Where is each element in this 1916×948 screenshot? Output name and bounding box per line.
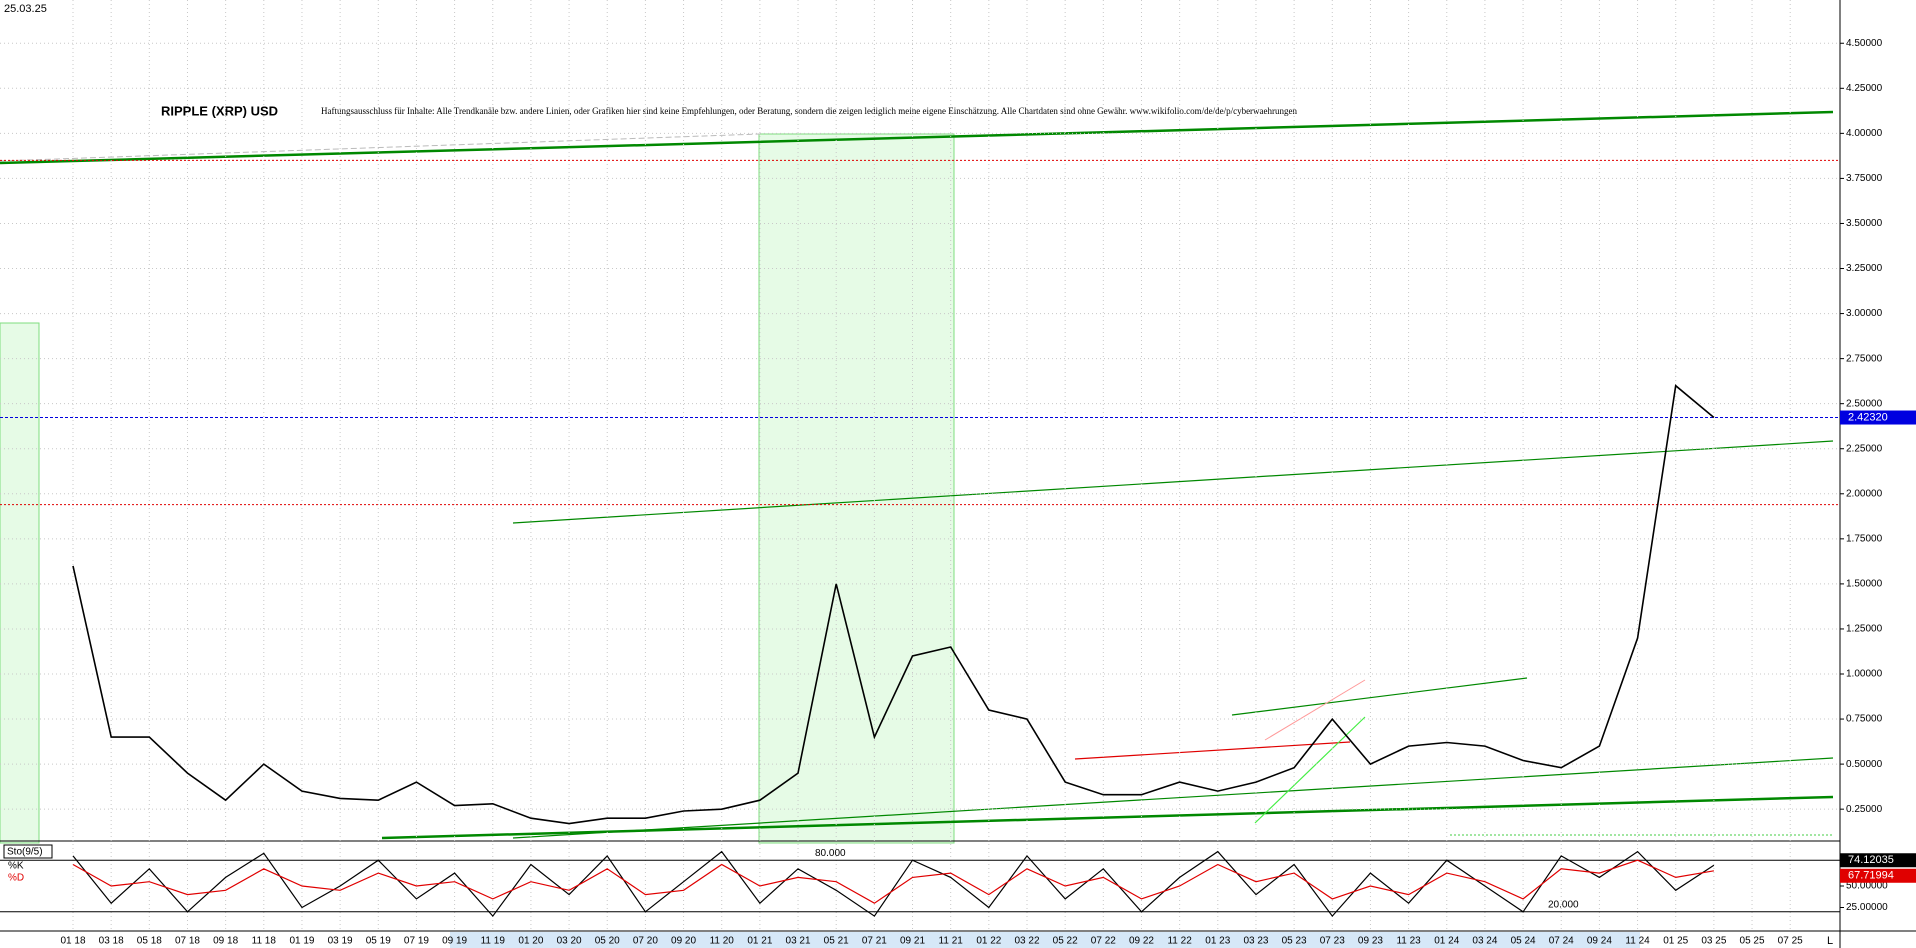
y-tick-label: 1.75000 (1846, 533, 1883, 544)
y-tick-label: 2.75000 (1846, 353, 1883, 364)
x-tick-label: 05 21 (824, 936, 849, 947)
x-tick-label: 03 25 (1701, 936, 1726, 947)
x-tick-label: 07 22 (1091, 936, 1116, 947)
trend-line (1254, 716, 1366, 824)
x-tick-label: 03 20 (557, 936, 582, 947)
x-tick-label: 07 18 (175, 936, 200, 947)
x-tick-label: 01 22 (976, 936, 1001, 947)
x-tick-label: 01 23 (1205, 936, 1230, 947)
y-tick-label: 2.25000 (1846, 443, 1883, 454)
date-label: 25.03.25 (4, 3, 47, 15)
x-tick-label: 11 23 (1396, 936, 1421, 947)
x-tick-label: 05 23 (1282, 936, 1307, 947)
value-label: 74.12035 (1848, 854, 1894, 866)
y-tick-label: 1.50000 (1846, 579, 1883, 590)
level-label: 20.000 (1548, 899, 1579, 910)
trend-line (1074, 741, 1351, 760)
x-tick-label: 05 25 (1740, 936, 1765, 947)
x-tick-label: 01 19 (289, 936, 314, 947)
data-line (72, 850, 1715, 918)
zone (758, 133, 955, 844)
data-line (72, 859, 1715, 904)
data-line (72, 384, 1715, 825)
x-tick-label: 05 20 (595, 936, 620, 947)
y-tick-label: 0.50000 (1846, 759, 1883, 770)
x-tick-label: 07 19 (404, 936, 429, 947)
x-tick-label: 11 22 (1167, 936, 1192, 947)
legend-entry: %D (8, 873, 24, 884)
trend-line (512, 757, 1834, 839)
x-tick-label: 09 20 (671, 936, 696, 947)
x-tick-label: 05 19 (366, 936, 391, 947)
x-tick-label: 07 20 (633, 936, 658, 947)
y-tick-label: 50.00000 (1846, 881, 1888, 892)
y-tick-label: 0.75000 (1846, 714, 1883, 725)
legend-entry: %K (8, 861, 24, 872)
x-tick-label: 03 23 (1243, 936, 1268, 947)
y-tick-label: 3.00000 (1846, 308, 1883, 319)
x-tick-label: 09 19 (442, 936, 467, 947)
x-tick-label: 03 19 (328, 936, 353, 947)
x-tick-label: 01 24 (1434, 936, 1459, 947)
x-tick-label: 01 20 (518, 936, 543, 947)
x-tick-label: 03 22 (1014, 936, 1039, 947)
x-tick-label: 09 18 (213, 936, 238, 947)
x-tick-label: 11 19 (481, 936, 506, 947)
x-tick-label: 11 24 (1625, 936, 1650, 947)
y-tick-label: 1.00000 (1846, 669, 1883, 680)
x-tick-label: 05 24 (1511, 936, 1536, 947)
trend-line (1231, 677, 1528, 716)
x-end-label: L (1827, 935, 1833, 947)
y-tick-label: 4.50000 (1846, 38, 1883, 49)
trend-line (0, 133, 761, 162)
x-tick-label: 09 24 (1587, 936, 1612, 947)
trend-line (381, 795, 1834, 840)
price-box (1840, 410, 1916, 425)
x-tick-label: 07 24 (1549, 936, 1574, 947)
price-label: 2.42320 (1848, 411, 1888, 423)
x-tick-label: 07 23 (1320, 936, 1345, 947)
x-tick-label: 03 24 (1472, 936, 1497, 947)
x-tick-label: 05 18 (137, 936, 162, 947)
value-label: 67.71994 (1848, 870, 1894, 882)
x-tick-label: 09 21 (900, 936, 925, 947)
x-tick-label: 01 18 (60, 936, 85, 947)
x-tick-label: 11 20 (710, 936, 735, 947)
y-tick-label: 4.00000 (1846, 128, 1883, 139)
x-tick-label: 05 22 (1053, 936, 1078, 947)
trend-line (1264, 679, 1366, 741)
x-tick-label: 09 22 (1129, 936, 1154, 947)
x-tick-label: 03 21 (786, 936, 811, 947)
y-tick-label: 25.00000 (1846, 902, 1888, 913)
disclaimer: Haftungsausschluss für Inhalte: Alle Tre… (321, 106, 1298, 116)
x-tick-label: 11 18 (252, 936, 277, 947)
zone (0, 322, 40, 844)
y-tick-label: 3.50000 (1846, 218, 1883, 229)
x-tick-label: 03 18 (99, 936, 124, 947)
x-tick-label: 01 25 (1663, 936, 1688, 947)
x-tick-label: 09 23 (1358, 936, 1383, 947)
x-tick-label: 11 21 (939, 936, 964, 947)
y-tick-label: 0.25000 (1846, 804, 1883, 815)
value-box (1840, 853, 1916, 868)
y-tick-label: 2.00000 (1846, 488, 1883, 499)
y-tick-label: 2.50000 (1846, 398, 1883, 409)
x-tick-label: 07 25 (1778, 936, 1803, 947)
y-tick-label: 3.75000 (1846, 173, 1883, 184)
trend-line (0, 110, 1834, 165)
y-tick-label: 4.25000 (1846, 83, 1883, 94)
y-tick-label: 1.25000 (1846, 624, 1883, 635)
trend-line (512, 440, 1834, 524)
indicator-title: Sto(9/5) (7, 847, 43, 858)
x-tick-label: 01 21 (747, 936, 772, 947)
value-box (1840, 868, 1916, 883)
x-tick-label: 07 21 (862, 936, 887, 947)
chart-title: RIPPLE (XRP) USD (161, 103, 278, 118)
y-tick-label: 3.25000 (1846, 263, 1883, 274)
level-label: 80.000 (815, 848, 846, 859)
axis-highlight (450, 932, 1640, 948)
indicator-box (3, 844, 53, 859)
